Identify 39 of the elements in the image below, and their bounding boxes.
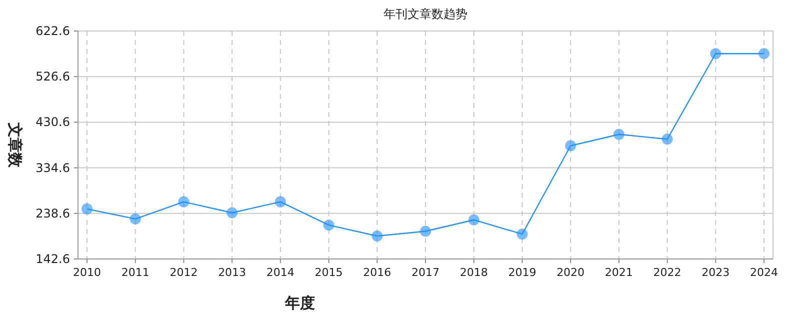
point xyxy=(226,207,238,218)
point xyxy=(662,134,673,145)
x-tick-label: 2023 xyxy=(702,266,730,279)
x-tick-label: 2012 xyxy=(170,266,198,279)
x-tick-label: 2020 xyxy=(556,266,585,279)
y-tick-label: 526.6 xyxy=(36,70,70,84)
chart-title: 年刊文章数趋势 xyxy=(384,7,468,21)
point xyxy=(613,128,624,140)
point xyxy=(516,228,528,240)
x-tick-label: 2013 xyxy=(218,266,246,279)
point xyxy=(468,214,480,226)
point xyxy=(130,213,141,224)
point xyxy=(420,226,431,237)
point xyxy=(323,220,334,231)
y-axis-title: 文章数 xyxy=(6,122,24,168)
x-tick-label: 2018 xyxy=(460,266,488,279)
x-axis-title: 年度 xyxy=(284,294,315,312)
x-tick-label: 2022 xyxy=(653,266,682,279)
y-tick-label: 142.6 xyxy=(36,252,70,266)
x-tick-label: 2011 xyxy=(121,266,150,279)
point xyxy=(178,196,190,208)
x-tick-label: 2021 xyxy=(604,266,633,279)
x-tick-label: 2014 xyxy=(266,266,294,279)
point xyxy=(758,48,770,60)
point xyxy=(372,230,383,242)
y-tick-label: 334.6 xyxy=(36,160,70,175)
point xyxy=(710,48,722,60)
x-tick-label: 2016 xyxy=(363,266,392,279)
x-tick-label: 2019 xyxy=(508,266,536,279)
y-tick-label: 238.6 xyxy=(36,206,70,220)
y-tick-label: 430.6 xyxy=(36,115,70,130)
y-tick-label: 622.6 xyxy=(36,24,70,38)
x-tick-label: 2024 xyxy=(750,266,778,279)
point xyxy=(565,140,576,152)
x-tick-label: 2017 xyxy=(412,266,440,279)
x-tick-label: 2010 xyxy=(73,266,101,279)
point xyxy=(82,203,92,214)
point xyxy=(274,196,286,208)
x-tick-label: 2015 xyxy=(314,266,343,279)
